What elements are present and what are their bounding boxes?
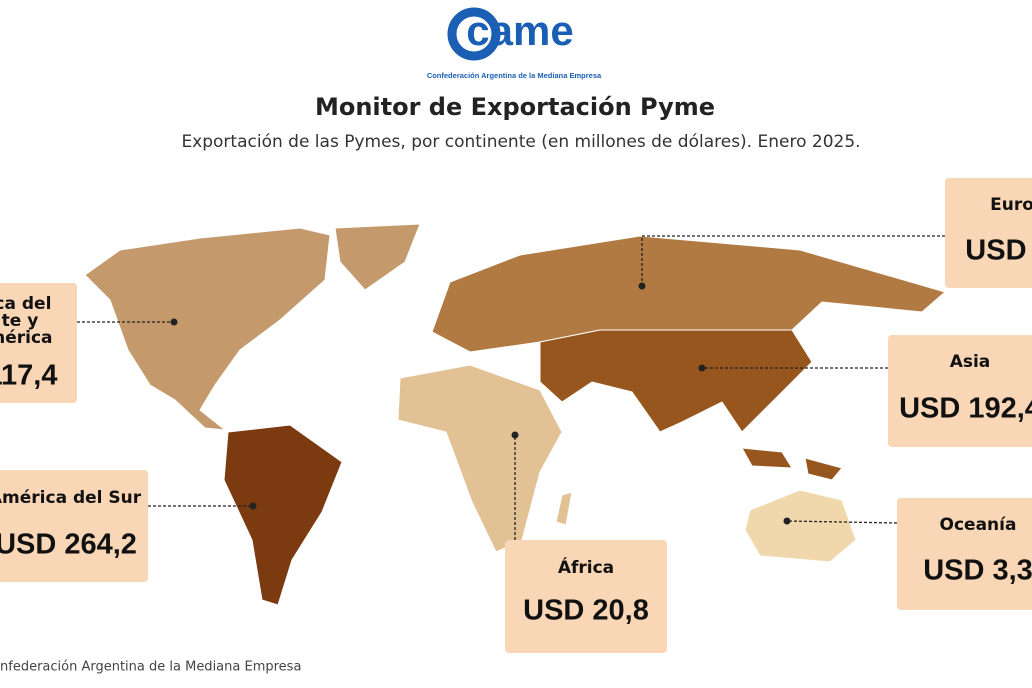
region-name: Asia [950, 352, 991, 372]
region-value: USD 1 [965, 235, 1032, 267]
leader-line [641, 235, 945, 286]
madagascar [555, 491, 573, 526]
title: Monitor de Exportación Pyme [315, 93, 715, 121]
logo-ring [447, 7, 501, 61]
label-box [0, 283, 77, 403]
region-value: USD 20,8 [523, 595, 649, 627]
leader-dot [638, 282, 646, 290]
logo-text: came [466, 7, 573, 54]
label-box [505, 540, 667, 653]
africa [397, 364, 563, 553]
region-name: te y [2, 311, 39, 331]
leader-dot [698, 364, 706, 372]
leader-dot [511, 431, 519, 439]
world-map [84, 223, 947, 606]
north-america [84, 227, 331, 431]
region-name: África [558, 556, 614, 578]
australia [744, 489, 857, 563]
greenland [334, 223, 421, 291]
logo-caption: Confederación Argentina de la Mediana Em… [427, 71, 602, 80]
leader-dot [249, 502, 257, 510]
leader-dot [170, 318, 178, 326]
leader-dot [783, 517, 791, 525]
se-asia-islands [741, 447, 843, 481]
south-america [223, 424, 343, 606]
region-value: USD 3,3 [923, 555, 1032, 587]
region-name: América del Sur [0, 488, 142, 508]
label-box [0, 470, 148, 582]
region-name: Euro [990, 195, 1032, 215]
leader-line [786, 520, 898, 524]
label-box [945, 178, 1032, 288]
region-name: ica del [0, 294, 51, 314]
region-value: USD 192,4 [899, 393, 1032, 425]
region-value: 117,4 [0, 360, 57, 392]
region-name: mérica [0, 328, 53, 348]
asia [539, 329, 813, 433]
label-box [888, 335, 1032, 447]
region-name: Oceanía [940, 515, 1017, 535]
logo: came Confederación Argentina de la Media… [427, 7, 602, 80]
subtitle: Exportación de las Pymes, por continente… [181, 132, 860, 152]
label-box [897, 498, 1032, 610]
region-value: USD 264,2 [0, 529, 137, 561]
footer: nfederación Argentina de la Mediana Empr… [0, 660, 301, 675]
